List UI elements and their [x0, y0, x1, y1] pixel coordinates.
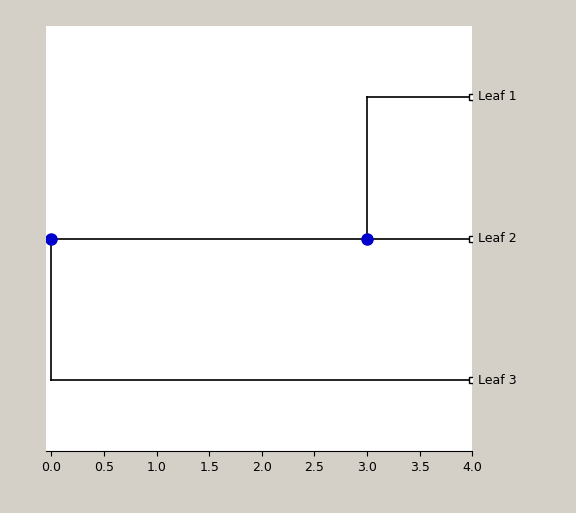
- Text: Leaf 3: Leaf 3: [478, 374, 516, 387]
- Text: Leaf 1: Leaf 1: [478, 90, 516, 103]
- Text: Leaf 2: Leaf 2: [478, 232, 516, 245]
